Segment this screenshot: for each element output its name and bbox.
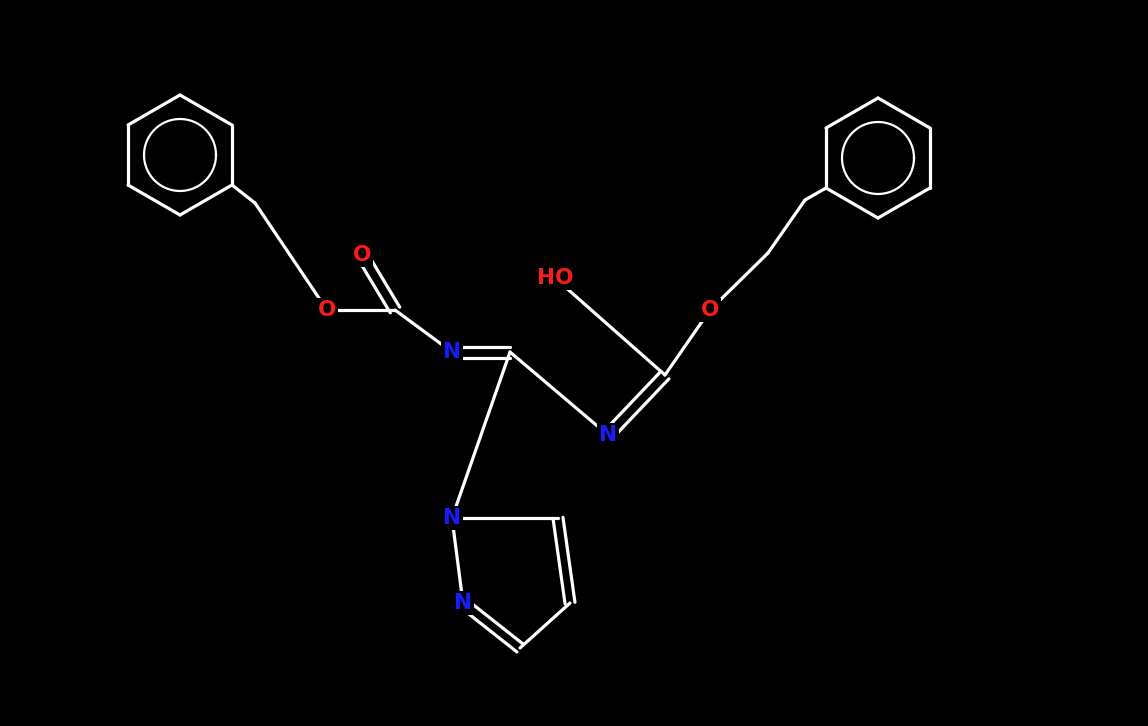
Text: N: N (453, 593, 472, 613)
Text: O: O (352, 245, 371, 265)
Text: N: N (443, 342, 461, 362)
Text: HO: HO (537, 268, 573, 288)
Text: O: O (700, 300, 719, 320)
Text: O: O (318, 300, 336, 320)
Text: N: N (443, 508, 461, 528)
Text: N: N (599, 425, 618, 445)
